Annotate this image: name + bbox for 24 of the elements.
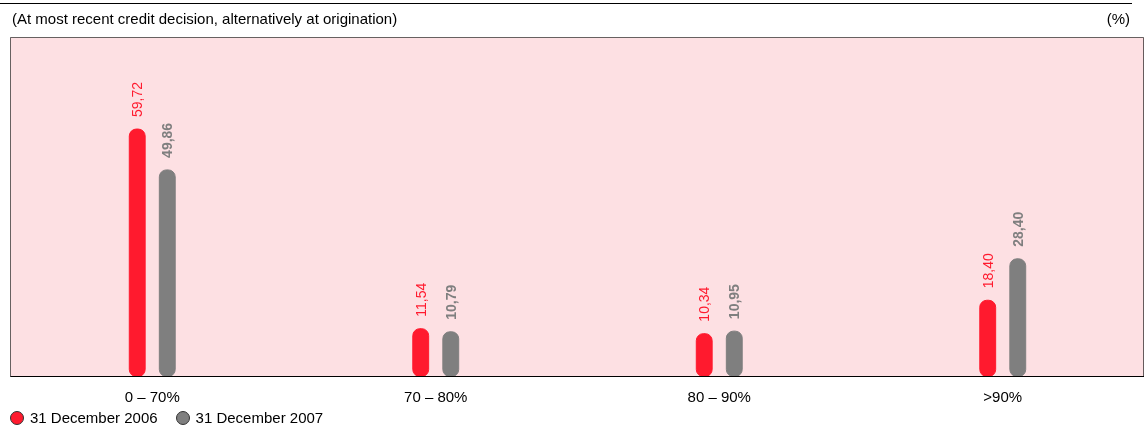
x-tick-label: 70 – 80% <box>404 387 468 405</box>
data-label: 49,86 <box>159 122 176 158</box>
chart-subtitle: (At most recent credit decision, alternatively at origination) <box>12 8 398 29</box>
bar <box>128 128 146 377</box>
data-label: 59,72 <box>129 81 146 118</box>
data-label: 10,79 <box>442 284 459 320</box>
data-label: 18,40 <box>979 253 996 289</box>
bar <box>1009 258 1027 377</box>
x-tick-label: >90% <box>983 387 1023 405</box>
bar <box>158 169 176 377</box>
data-label: 10,34 <box>696 286 713 322</box>
x-tick-label: 80 – 90% <box>687 387 751 405</box>
bar <box>442 331 460 377</box>
data-label: 10,95 <box>726 283 743 320</box>
legend-label: 31 December 2006 <box>29 408 158 428</box>
bar <box>725 330 743 377</box>
data-label: 11,54 <box>412 282 429 317</box>
data-label: 28,40 <box>1009 211 1026 247</box>
bar <box>695 333 713 377</box>
text: (%) <box>1106 8 1130 29</box>
x-tick-label: 0 – 70% <box>124 387 180 405</box>
bar <box>979 299 997 377</box>
legend-label: 31 December 2007 <box>194 408 324 428</box>
bar <box>412 328 430 377</box>
